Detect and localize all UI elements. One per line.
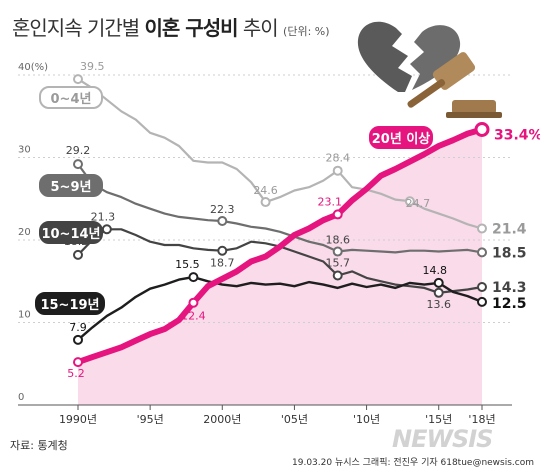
data-label: 14.3 — [492, 280, 527, 296]
series-badge-5 — [369, 126, 433, 149]
data-point — [332, 209, 343, 220]
data-label: 33.4% — [494, 127, 540, 143]
x-tick-label: '10년 — [353, 413, 380, 426]
series-line-2 — [76, 163, 484, 254]
y-tick-label: 0 — [18, 392, 24, 403]
data-point — [73, 249, 83, 260]
data-point — [477, 247, 487, 258]
data-label: 18.5 — [492, 245, 527, 261]
data-label: 14.8 — [422, 264, 447, 277]
series-name-badges: 0~4년 5~9년 10~14년 15~19년 20년 이상 — [35, 86, 433, 315]
gavel-block-base-icon — [446, 112, 502, 118]
data-point — [73, 357, 83, 368]
data-point — [474, 121, 490, 137]
series-badge-label: 15~19년 — [40, 298, 99, 313]
data-point — [477, 282, 487, 293]
data-point — [73, 334, 83, 345]
data-label: 15.5 — [175, 258, 200, 271]
data-label: 28.4 — [325, 152, 350, 165]
data-point — [217, 245, 228, 256]
axes: 0 10 20 30 40(%) 1990년 '95년 2000년 '05년 '10년 '15년 '1… — [18, 62, 512, 426]
area-20-plus — [78, 129, 482, 405]
data-label: 23.1 — [317, 195, 342, 208]
chart-title-part3: 추이 — [242, 16, 279, 40]
chart-background — [78, 129, 482, 405]
data-label: 29.2 — [66, 144, 91, 157]
data-label: 22.3 — [210, 203, 235, 216]
data-label: 12.5 — [492, 296, 527, 312]
data-label: 12.4 — [181, 310, 206, 323]
data-point — [433, 287, 444, 298]
series-badge-label: 20년 이상 — [372, 131, 431, 147]
data-point — [188, 297, 199, 308]
series-badge-2 — [39, 174, 103, 197]
series-badge-label: 0~4년 — [51, 92, 92, 107]
data-label: 13.6 — [426, 298, 451, 311]
x-tick-label: '18년 — [468, 413, 495, 426]
broken-heart-gavel-illustration — [357, 21, 502, 118]
chart-title-part2: 이혼 구성비 — [144, 16, 239, 40]
watermark: NEWSIS — [392, 425, 493, 453]
data-point — [332, 165, 343, 176]
series-badge-1 — [39, 86, 103, 109]
x-tick-label: '15년 — [425, 413, 452, 426]
data-point — [332, 270, 343, 281]
x-tick-label: '95년 — [137, 413, 164, 426]
y-tick-label: 20 — [18, 227, 31, 238]
series-badge-label: 10~14년 — [41, 227, 100, 242]
chart-title: 혼인지속 기간별 이혼 구성비 추이 (단위: %) — [12, 12, 330, 41]
broken-heart-right-icon — [410, 25, 461, 90]
data-point — [404, 196, 415, 207]
data-point — [260, 197, 271, 208]
data-label: 21.3 — [91, 210, 116, 223]
data-label: 18.7 — [210, 257, 235, 270]
data-point — [433, 277, 444, 288]
data-point — [217, 216, 228, 227]
data-label: 18.6 — [325, 234, 350, 247]
chart-title-part1: 혼인지속 기간별 — [12, 16, 140, 40]
series-badge-3 — [39, 221, 103, 244]
data-point — [101, 224, 112, 235]
gavel-block-icon — [452, 100, 496, 114]
y-tick-label: 40(%) — [18, 62, 48, 73]
data-point — [477, 223, 487, 234]
chart-unit: (단위: %) — [283, 25, 330, 38]
series-lines — [73, 74, 490, 368]
data-label: 5.2 — [67, 367, 85, 380]
data-label: 21.4 — [492, 221, 527, 237]
y-tick-label: 30 — [18, 145, 31, 156]
data-point — [73, 74, 83, 85]
x-tick-label: '05년 — [281, 413, 308, 426]
data-label: 24.7 — [406, 197, 431, 210]
series-badge-label: 5~9년 — [51, 180, 92, 195]
x-tick-label: 1990년 — [59, 413, 97, 426]
gavel-handle-icon — [407, 79, 446, 108]
y-tick-label: 10 — [18, 310, 31, 321]
series-line-4 — [76, 275, 484, 341]
data-point — [188, 272, 199, 283]
data-label: 15.7 — [325, 256, 350, 269]
x-tick-label: 2000년 — [203, 413, 241, 426]
series-line-1 — [76, 77, 484, 230]
data-label: 39.5 — [80, 60, 105, 73]
data-label: 24.6 — [253, 184, 278, 197]
broken-heart-icon — [357, 21, 412, 93]
data-point — [73, 159, 83, 170]
data-labels: 39.524.628.424.721.429.222.318.618.518.2… — [64, 60, 540, 380]
data-label: 7.9 — [69, 321, 87, 334]
data-point — [332, 246, 343, 257]
graphic-credit: 19.03.20 뉴시스 그래픽: 전진우 기자 618tue@newsis.c… — [292, 458, 535, 468]
data-point — [477, 296, 487, 307]
source-note: 자료: 통계청 — [10, 439, 68, 452]
series-badge-4 — [35, 292, 105, 315]
series-line-5 — [75, 126, 485, 366]
